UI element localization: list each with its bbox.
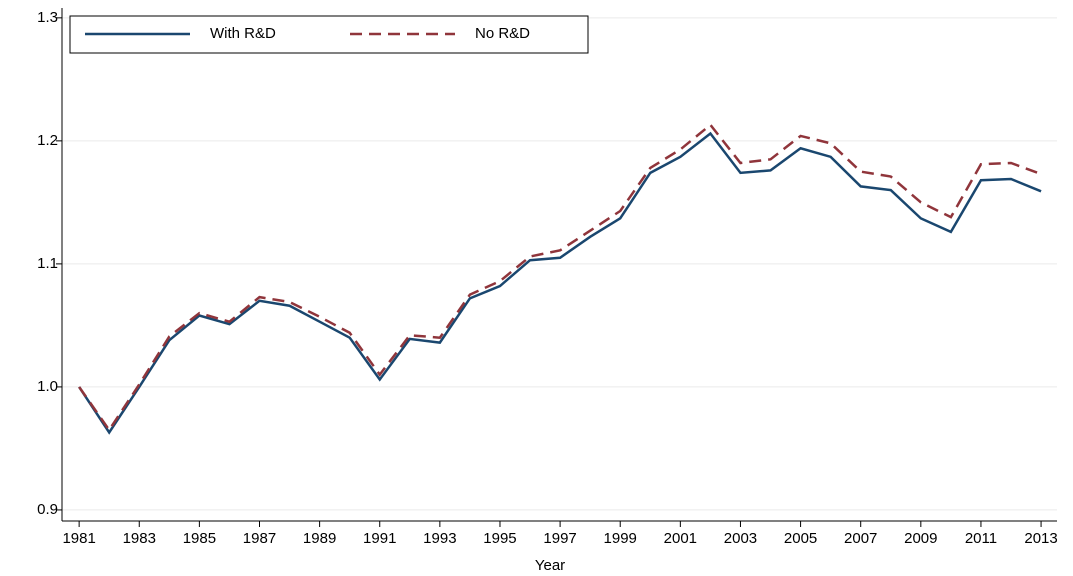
x-tick-label: 1989 <box>303 530 336 547</box>
x-tick-label: 1991 <box>363 530 396 547</box>
y-tick-label: 1.3 <box>37 9 58 26</box>
x-tick-label: 2007 <box>844 530 877 547</box>
x-tick-label: 1985 <box>183 530 216 547</box>
line-series <box>78 131 1042 435</box>
y-tick-label: 0.9 <box>37 501 58 518</box>
y-tick-label: 1.1 <box>37 255 58 272</box>
x-tick-label: 2011 <box>965 530 997 547</box>
x-tick-label: 2013 <box>1024 530 1057 547</box>
x-tick-label: 1987 <box>243 530 276 547</box>
line-series <box>78 123 1042 433</box>
x-tick-label: 1997 <box>543 530 576 547</box>
legend-label: With R&D <box>210 25 276 42</box>
x-tick-label: 1983 <box>123 530 156 547</box>
y-tick-label: 1.0 <box>37 378 58 395</box>
legend-label: No R&D <box>475 25 530 42</box>
x-tick-label: 1993 <box>423 530 456 547</box>
x-tick-label: 2001 <box>664 530 697 547</box>
y-tick-label: 1.2 <box>37 132 58 149</box>
x-tick-label: 1995 <box>483 530 516 547</box>
x-axis-title: Year <box>535 557 565 574</box>
x-tick-label: 2005 <box>784 530 817 547</box>
x-tick-label: 2009 <box>904 530 937 547</box>
x-tick-label: 2003 <box>724 530 757 547</box>
x-tick-label: 1981 <box>62 530 95 547</box>
x-tick-label: 1999 <box>604 530 637 547</box>
